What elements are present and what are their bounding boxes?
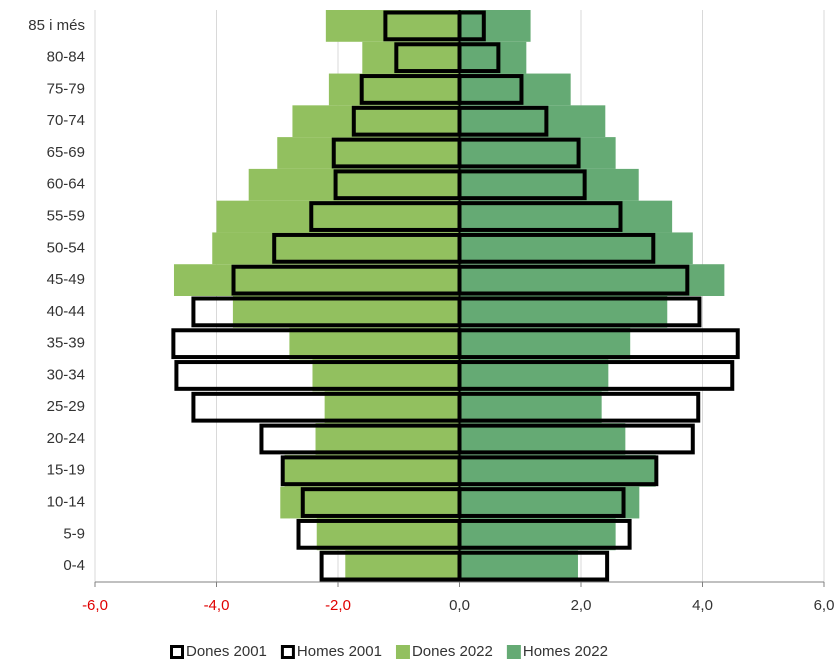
y-tick-label: 70-74	[47, 112, 85, 129]
y-tick-label: 80-84	[47, 49, 85, 66]
bar	[459, 296, 668, 328]
bar	[292, 105, 460, 138]
bar	[459, 518, 616, 551]
y-tick-label: 55-59	[47, 208, 85, 225]
bar	[316, 518, 460, 551]
bar	[459, 264, 725, 296]
bar	[289, 327, 460, 360]
x-tick-label: -6,0	[82, 597, 108, 614]
y-tick-label: 75-79	[47, 80, 85, 97]
y-tick-label: 35-39	[47, 335, 85, 352]
x-tick-label: 0,0	[449, 597, 470, 614]
y-tick-label: 40-44	[47, 303, 85, 320]
bar	[459, 423, 626, 455]
bar	[312, 359, 460, 392]
y-tick-label: 85 i més	[28, 17, 85, 34]
bar	[459, 391, 602, 424]
bar	[459, 41, 527, 74]
x-tick-label: 6,0	[814, 597, 834, 614]
legend-marker	[506, 645, 521, 659]
legend-marker	[280, 645, 295, 659]
bar	[325, 10, 460, 42]
x-tick-label: -4,0	[204, 597, 230, 614]
bar	[280, 486, 460, 519]
bar	[232, 296, 460, 328]
bar	[459, 486, 640, 519]
bar	[315, 423, 460, 455]
y-tick-label: 25-29	[47, 398, 85, 415]
y-tick-label: 30-34	[47, 366, 85, 383]
bar	[459, 232, 693, 265]
legend-marker	[395, 645, 410, 659]
legend-label: Dones 2022	[412, 643, 493, 660]
bar	[459, 105, 606, 138]
bar	[345, 550, 460, 582]
bar	[173, 264, 460, 296]
bar	[277, 137, 460, 169]
legend-label: Homes 2001	[297, 643, 382, 660]
y-tick-label: 60-64	[47, 176, 85, 193]
bar	[459, 454, 656, 487]
y-tick-label: 10-14	[47, 494, 85, 511]
bar	[459, 550, 578, 582]
bar	[362, 41, 460, 74]
y-tick-label: 50-54	[47, 239, 85, 256]
legend-label: Homes 2022	[523, 643, 608, 660]
legend-label: Dones 2001	[186, 643, 267, 660]
bar	[328, 73, 460, 106]
bar	[216, 200, 460, 233]
bar	[459, 359, 609, 392]
y-tick-label: 45-49	[47, 271, 85, 288]
bar	[459, 137, 616, 169]
bar	[324, 391, 460, 424]
legend-marker	[170, 645, 184, 659]
bar	[212, 232, 460, 265]
y-tick-label: 0-4	[63, 557, 85, 574]
y-tick-label: 15-19	[47, 462, 85, 479]
x-tick-label: 2,0	[571, 597, 592, 614]
y-tick-label: 20-24	[47, 430, 85, 447]
bar	[459, 10, 531, 42]
x-tick-label: -2,0	[325, 597, 351, 614]
bar	[459, 327, 631, 360]
bar	[459, 168, 639, 201]
bar	[459, 73, 571, 106]
bar	[248, 168, 460, 201]
bar	[459, 200, 673, 233]
x-tick-label: 4,0	[692, 597, 713, 614]
y-tick-label: 65-69	[47, 144, 85, 161]
bar	[284, 454, 460, 487]
y-tick-label: 5-9	[63, 525, 85, 542]
